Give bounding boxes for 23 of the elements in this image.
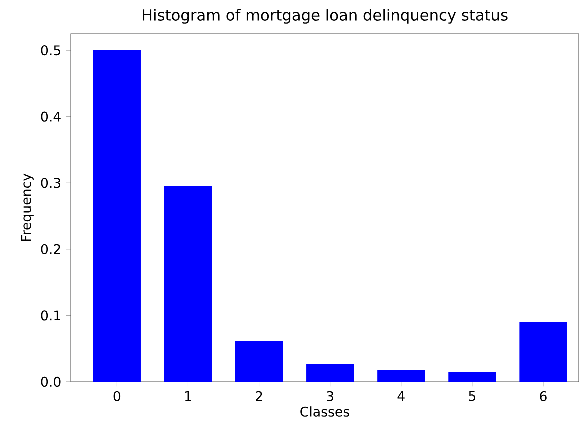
x-tick-label: 6	[540, 391, 547, 402]
bar	[164, 186, 212, 382]
chart-title: Histogram of mortgage loan delinquency status	[143, 9, 508, 24]
x-tick-label: 3	[327, 391, 334, 402]
bar	[448, 372, 496, 382]
bar	[93, 50, 141, 382]
bar	[235, 342, 284, 382]
x-axis-title: Classes	[300, 406, 350, 417]
y-tick-label: 0.2	[41, 244, 60, 254]
y-axis-title: Frequency	[21, 174, 34, 242]
x-tick-label: 1	[185, 391, 192, 402]
x-tick-label: 0	[114, 391, 121, 402]
x-tick-label: 5	[469, 391, 476, 402]
bar	[378, 370, 426, 382]
y-tick-label: 0.0	[41, 376, 61, 388]
y-tick-label: 0.3	[41, 178, 61, 188]
y-tick-label: 0.4	[41, 112, 61, 122]
bar	[306, 364, 354, 382]
x-tick-label: 2	[256, 391, 262, 402]
bar	[520, 322, 568, 382]
y-tick-label: 0.1	[41, 310, 60, 321]
x-tick-label: 4	[398, 391, 405, 402]
y-tick-label: 0.5	[41, 46, 60, 56]
